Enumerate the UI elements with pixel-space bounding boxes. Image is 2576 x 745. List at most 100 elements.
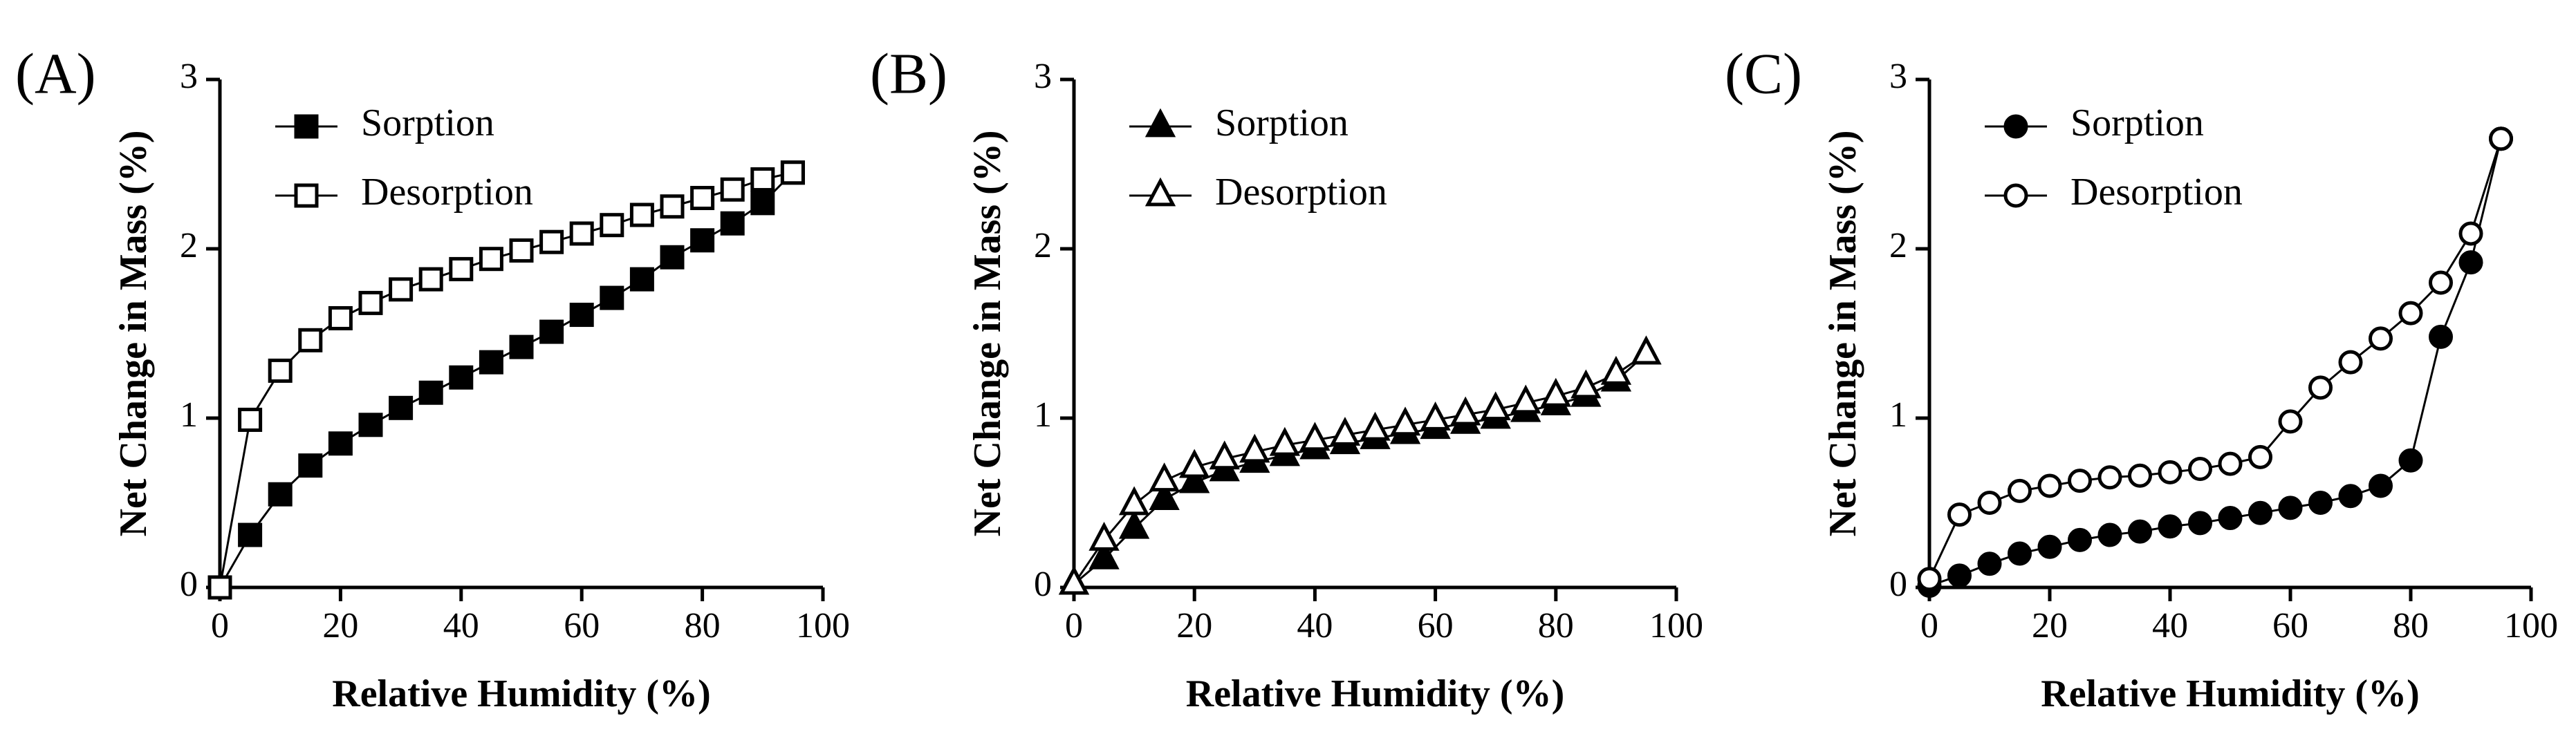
data-point-desorption bbox=[358, 290, 383, 315]
data-point-desorption bbox=[660, 194, 685, 219]
data-point-desorption bbox=[1269, 426, 1301, 456]
panel-label: (B) bbox=[870, 41, 947, 106]
data-point-desorption bbox=[449, 256, 474, 281]
y-tick-label: 1 bbox=[1889, 395, 1907, 435]
data-point-sorption bbox=[2008, 541, 2032, 566]
data-point-desorption bbox=[2188, 457, 2212, 481]
x-axis-title: Relative Humidity (%) bbox=[2041, 672, 2419, 715]
chart-panel-1: (A) 0 20 40 60 80 100 0 1 2 3 Relative Humidity (%)… bbox=[15, 41, 850, 715]
panel-label: (A) bbox=[15, 41, 96, 106]
x-tick-label: 100 bbox=[1649, 606, 1703, 645]
data-point-desorption bbox=[2458, 221, 2483, 246]
data-point-desorption bbox=[238, 407, 263, 432]
y-axis-title: Net Change in Mass (%) bbox=[966, 131, 1009, 537]
data-point-desorption bbox=[750, 167, 775, 192]
legend-label-sorption: Sorption bbox=[361, 102, 494, 144]
legend-label-desorption: Desorption bbox=[361, 171, 533, 214]
data-point-desorption bbox=[1389, 406, 1421, 436]
series-desorption bbox=[1917, 126, 2513, 592]
y-tick-label: 3 bbox=[1034, 57, 1052, 96]
data-point-desorption bbox=[2248, 444, 2272, 469]
data-point-desorption bbox=[1480, 391, 1511, 421]
data-point-desorption bbox=[207, 575, 232, 600]
legend-marker-sorption bbox=[294, 114, 319, 139]
data-point-sorption bbox=[690, 228, 715, 253]
data-point-sorption bbox=[2429, 324, 2453, 349]
data-point-desorption bbox=[2338, 350, 2363, 375]
data-point-sorption bbox=[2369, 473, 2393, 498]
data-point-sorption bbox=[509, 334, 534, 359]
data-point-sorption bbox=[720, 211, 745, 236]
x-tick-label: 100 bbox=[2504, 606, 2558, 645]
x-tick-label: 0 bbox=[1920, 606, 1938, 645]
y-axis-title: Net Change in Mass (%) bbox=[112, 131, 155, 537]
y-tick-label: 1 bbox=[180, 395, 198, 435]
data-point-sorption bbox=[2398, 448, 2423, 473]
data-point-desorption bbox=[600, 213, 624, 238]
x-tick-label: 0 bbox=[1065, 606, 1083, 645]
data-point-sorption bbox=[389, 395, 414, 420]
data-point-sorption bbox=[238, 522, 263, 547]
x-tick-label: 80 bbox=[2393, 606, 2429, 645]
legend: Sorption Desorption bbox=[1129, 102, 1387, 214]
data-point-sorption bbox=[750, 191, 775, 216]
data-point-sorption bbox=[1179, 464, 1210, 493]
series-sorption bbox=[1058, 335, 1662, 595]
data-point-desorption bbox=[2398, 301, 2423, 326]
data-point-desorption bbox=[1977, 491, 2002, 515]
y-axis-title: Net Change in Mass (%) bbox=[1822, 131, 1864, 537]
data-point-desorption bbox=[418, 267, 443, 292]
x-tick-label: 80 bbox=[1538, 606, 1574, 645]
data-point-desorption bbox=[1239, 433, 1270, 463]
data-point-desorption bbox=[2278, 409, 2303, 434]
data-point-desorption bbox=[1947, 502, 1972, 527]
data-point-desorption bbox=[2429, 270, 2453, 295]
data-point-sorption bbox=[1088, 540, 1120, 569]
data-point-desorption bbox=[1420, 402, 1451, 431]
x-axis-title: Relative Humidity (%) bbox=[332, 672, 710, 715]
data-point-desorption bbox=[2008, 478, 2032, 503]
y-tick-label: 0 bbox=[1034, 565, 1052, 604]
data-point-sorption bbox=[298, 453, 323, 478]
data-point-desorption bbox=[1449, 396, 1481, 426]
x-axis-title: Relative Humidity (%) bbox=[1186, 672, 1564, 715]
y-tick-label: 1 bbox=[1034, 395, 1052, 435]
legend-marker-desorption bbox=[2003, 183, 2028, 208]
x-tick-label: 20 bbox=[1176, 606, 1212, 645]
legend: Sorption Desorption bbox=[275, 102, 533, 214]
data-point-desorption bbox=[2068, 469, 2092, 493]
legend-label-desorption: Desorption bbox=[2070, 171, 2243, 214]
data-point-sorption bbox=[2188, 511, 2212, 536]
data-point-sorption bbox=[1118, 509, 1150, 539]
chart-panel-2: (B) 0 20 40 60 80 100 0 1 2 3 Relative Humidity (%)… bbox=[870, 41, 1703, 715]
x-tick-label: 20 bbox=[2032, 606, 2068, 645]
y-tick-label: 2 bbox=[180, 226, 198, 265]
data-point-desorption bbox=[1600, 355, 1632, 385]
data-point-sorption bbox=[660, 245, 685, 270]
data-point-sorption bbox=[629, 267, 654, 292]
data-point-desorption bbox=[1299, 422, 1331, 451]
data-point-desorption bbox=[2097, 465, 2122, 490]
data-point-sorption bbox=[2128, 519, 2152, 544]
data-point-desorption bbox=[2369, 326, 2393, 351]
series-desorption bbox=[1058, 335, 1662, 595]
data-point-sorption bbox=[2218, 506, 2243, 531]
series-desorption bbox=[207, 160, 805, 600]
legend-marker-sorption bbox=[1145, 108, 1176, 138]
data-point-sorption bbox=[2097, 522, 2122, 547]
data-point-sorption bbox=[1977, 551, 2002, 576]
series-sorption bbox=[207, 160, 805, 600]
data-point-desorption bbox=[479, 247, 503, 272]
data-point-desorption bbox=[1631, 335, 1662, 365]
x-tick-label: 100 bbox=[796, 606, 850, 645]
panel-label: (C) bbox=[1725, 41, 1802, 106]
y-tick-label: 3 bbox=[180, 57, 198, 96]
data-point-desorption bbox=[1058, 565, 1090, 595]
x-tick-label: 60 bbox=[2272, 606, 2308, 645]
data-point-sorption bbox=[2158, 514, 2183, 539]
data-point-desorption bbox=[1329, 417, 1361, 446]
data-point-sorption bbox=[2068, 527, 2092, 552]
legend-label-sorption: Sorption bbox=[2070, 102, 2204, 144]
data-point-desorption bbox=[2218, 451, 2243, 476]
data-point-desorption bbox=[1360, 411, 1391, 441]
